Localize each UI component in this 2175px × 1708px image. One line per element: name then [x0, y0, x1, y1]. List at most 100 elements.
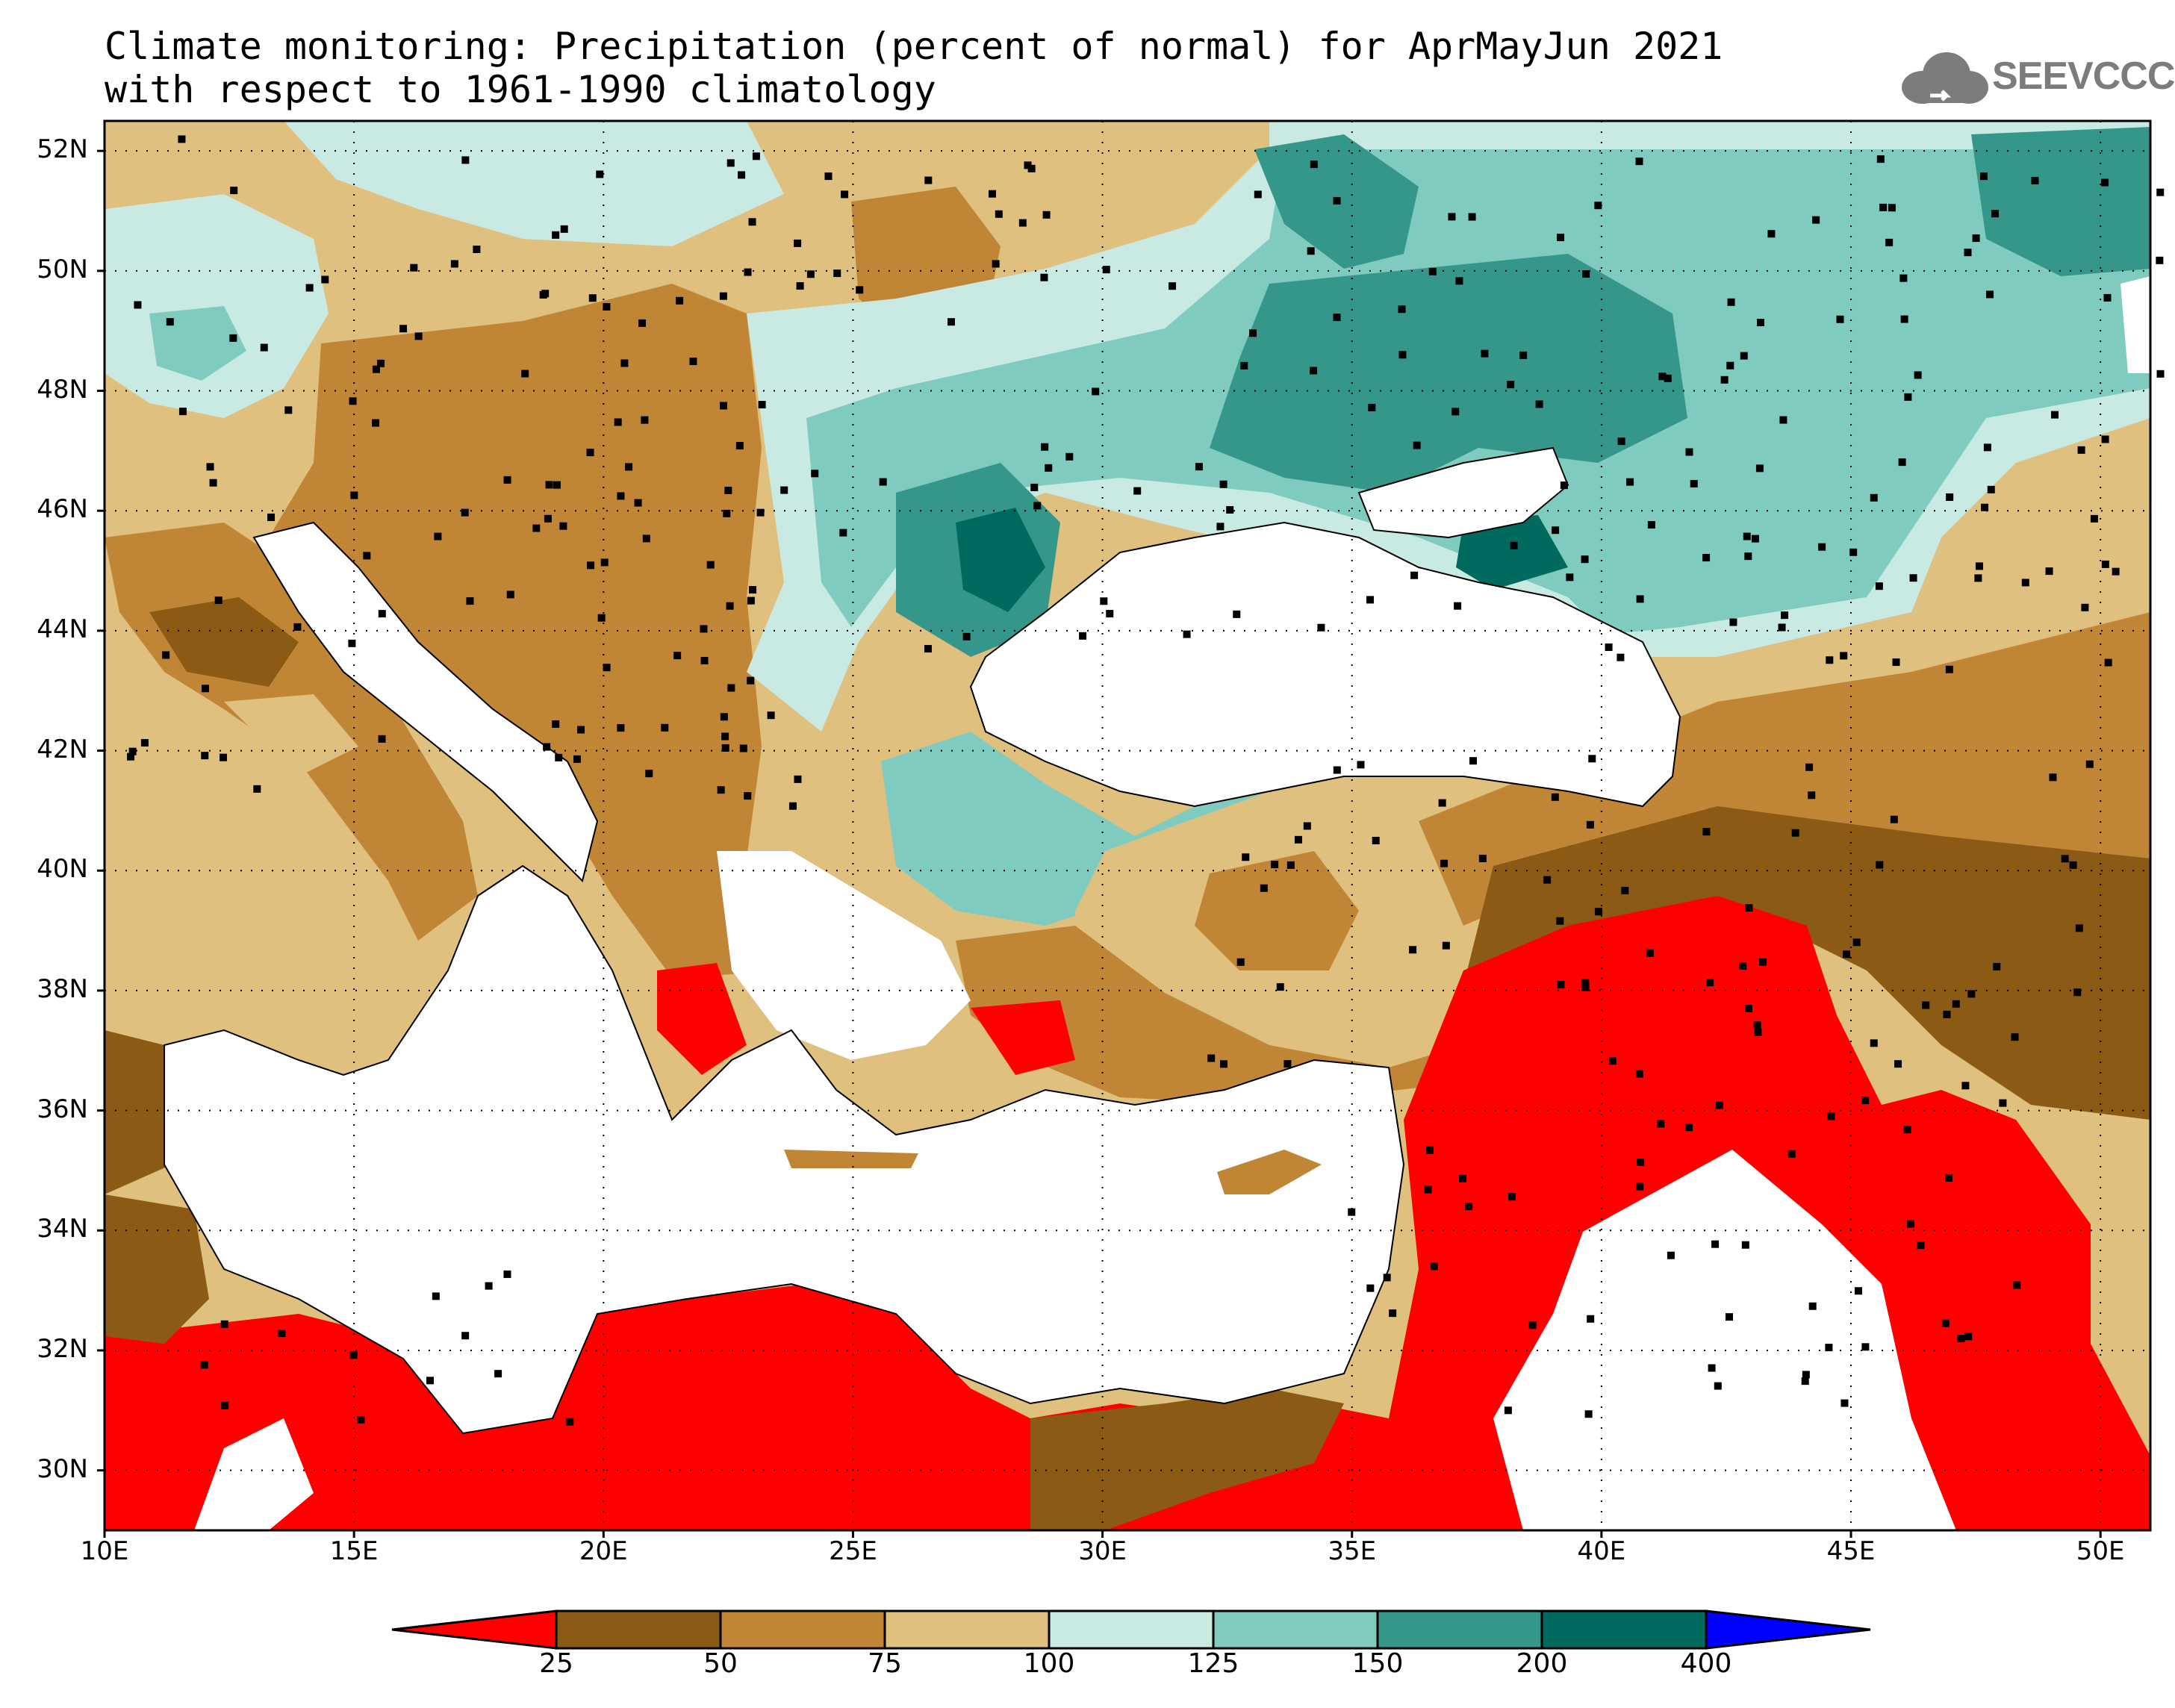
- station-marker: [1986, 290, 1994, 299]
- station-marker: [1861, 1343, 1870, 1351]
- station-marker: [1455, 277, 1463, 285]
- station-marker: [503, 1270, 511, 1278]
- station-marker: [989, 190, 997, 198]
- station-marker: [2101, 435, 2109, 443]
- station-marker: [1594, 202, 1602, 210]
- station-marker: [1286, 861, 1295, 869]
- station-marker: [676, 296, 684, 305]
- station-marker: [1754, 1028, 1762, 1036]
- station-marker: [700, 656, 709, 664]
- station-marker: [603, 664, 611, 672]
- station-marker: [1739, 962, 1747, 970]
- station-marker: [543, 743, 551, 751]
- station-marker: [1979, 172, 1988, 181]
- station-marker: [2101, 178, 2109, 187]
- station-marker: [726, 602, 734, 610]
- station-marker: [1702, 828, 1711, 836]
- station-marker: [2021, 579, 2029, 587]
- station-marker: [1702, 554, 1711, 562]
- station-marker: [552, 231, 560, 239]
- station-marker: [2104, 658, 2112, 667]
- station-marker: [1333, 196, 1341, 205]
- station-marker: [1454, 602, 1462, 610]
- station-marker: [1892, 658, 1900, 667]
- station-marker: [545, 481, 553, 489]
- station-marker: [1903, 1126, 1911, 1134]
- station-marker: [1945, 665, 1953, 673]
- station-marker: [506, 590, 514, 599]
- station-marker: [1552, 526, 1560, 534]
- station-marker: [2075, 924, 2083, 932]
- station-marker: [1240, 361, 1248, 370]
- station-marker: [617, 724, 625, 732]
- station-marker: [473, 245, 481, 253]
- station-marker: [1779, 416, 1787, 424]
- station-marker: [1843, 950, 1851, 959]
- station-marker: [756, 508, 765, 517]
- station-marker: [841, 190, 849, 199]
- station-marker: [992, 260, 1000, 268]
- station-marker: [450, 260, 458, 268]
- station-marker: [1448, 213, 1456, 221]
- station-marker: [2045, 567, 2053, 576]
- station-marker: [1582, 270, 1590, 278]
- station-marker: [1389, 1309, 1397, 1318]
- station-marker: [555, 753, 563, 761]
- station-marker: [1778, 623, 1786, 632]
- station-marker: [2156, 370, 2165, 378]
- lat-label: 30N: [37, 1453, 88, 1484]
- station-marker: [532, 524, 541, 532]
- station-marker: [1106, 610, 1114, 618]
- station-marker: [2031, 176, 2039, 184]
- station-marker: [267, 513, 276, 521]
- station-marker: [1249, 329, 1257, 337]
- station-marker: [1468, 213, 1476, 221]
- station-marker: [596, 170, 604, 178]
- station-marker: [794, 239, 802, 247]
- station-marker: [414, 332, 423, 340]
- station-marker: [461, 156, 470, 164]
- station-marker: [200, 1361, 208, 1369]
- station-marker: [1961, 1082, 1970, 1090]
- station-marker: [426, 1377, 435, 1385]
- station-marker: [1755, 464, 1764, 473]
- station-marker: [1964, 1333, 1973, 1341]
- station-marker: [1617, 437, 1625, 446]
- station-marker: [1744, 552, 1752, 561]
- station-marker: [1743, 532, 1751, 540]
- station-marker: [201, 685, 209, 693]
- station-marker: [1715, 1101, 1723, 1109]
- station-marker: [357, 1415, 365, 1424]
- station-marker: [2073, 988, 2082, 997]
- station-marker: [1753, 1021, 1761, 1029]
- station-marker: [230, 187, 238, 195]
- seevccc-logo: [1902, 52, 1988, 104]
- station-marker: [1617, 653, 1625, 661]
- station-marker: [1508, 1193, 1516, 1201]
- station-marker: [2103, 293, 2112, 302]
- station-marker: [689, 358, 697, 366]
- lat-label: 40N: [37, 854, 88, 885]
- station-marker: [1024, 161, 1032, 169]
- lat-label: 44N: [37, 614, 88, 644]
- lat-label: 34N: [37, 1214, 88, 1244]
- station-marker: [1943, 1010, 1951, 1018]
- station-marker: [719, 292, 727, 300]
- axis-ticks: [97, 149, 2102, 1538]
- colorbar-label: 25: [539, 1648, 573, 1679]
- station-marker: [201, 752, 209, 760]
- map-fill-layer: [105, 121, 2150, 1530]
- station-marker: [1801, 1377, 1809, 1386]
- station-marker: [1543, 876, 1552, 884]
- station-marker: [1560, 481, 1568, 490]
- station-marker: [461, 508, 469, 517]
- station-marker: [1102, 266, 1110, 274]
- station-marker: [788, 802, 797, 810]
- station-marker: [1635, 158, 1643, 166]
- station-marker: [378, 735, 386, 743]
- station-marker: [1637, 1158, 1645, 1166]
- station-marker: [724, 486, 732, 494]
- station-marker: [2156, 256, 2164, 264]
- station-marker: [767, 711, 775, 720]
